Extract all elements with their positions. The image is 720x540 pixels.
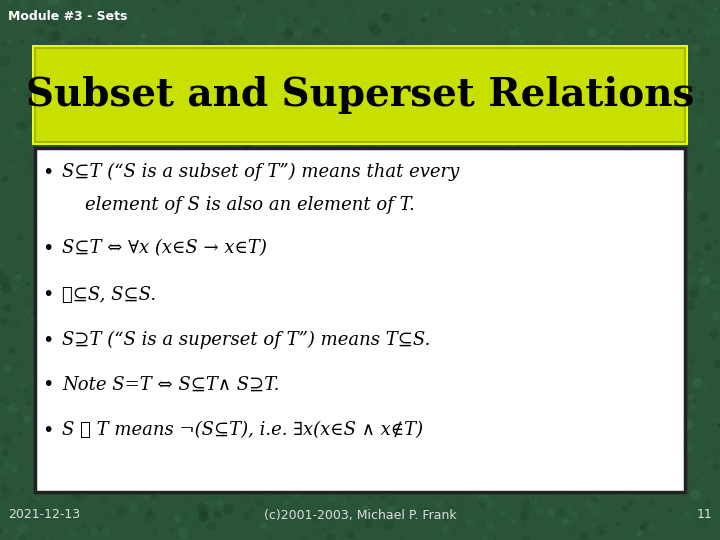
Bar	[35, 148, 685, 492]
Text: S⊆T (“S is a subset of T”) means that every: S⊆T (“S is a subset of T”) means that ev…	[62, 163, 459, 181]
Text: ∅⊆S, S⊆S.: ∅⊆S, S⊆S.	[62, 286, 156, 304]
Text: •: •	[42, 375, 54, 395]
Text: S⊇T (“S is a superset of T”) means T⊆S.: S⊇T (“S is a superset of T”) means T⊆S.	[62, 331, 431, 349]
Text: S⊆T ⇔ ∀x (x∈S → x∈T): S⊆T ⇔ ∀x (x∈S → x∈T)	[62, 239, 267, 257]
Text: (c)2001-2003, Michael P. Frank: (c)2001-2003, Michael P. Frank	[264, 509, 456, 522]
Text: S ⊈ T means ¬(S⊆T), i.e. ∃x(x∈S ∧ x∉T): S ⊈ T means ¬(S⊆T), i.e. ∃x(x∈S ∧ x∉T)	[62, 421, 423, 439]
Text: •: •	[42, 286, 54, 305]
Text: •: •	[42, 239, 54, 258]
Text: element of S is also an element of T.: element of S is also an element of T.	[62, 196, 415, 214]
Bar	[35, 48, 685, 142]
Text: 2021-12-13: 2021-12-13	[8, 509, 80, 522]
Text: •: •	[42, 421, 54, 440]
Text: •: •	[42, 330, 54, 349]
Text: Subset and Superset Relations: Subset and Superset Relations	[26, 76, 694, 114]
Bar	[32, 45, 688, 145]
Text: 11: 11	[696, 509, 712, 522]
Text: Note S=T ⇔ S⊆T∧ S⊇T.: Note S=T ⇔ S⊆T∧ S⊇T.	[62, 376, 279, 394]
Text: Module #3 - Sets: Module #3 - Sets	[8, 10, 127, 23]
Text: •: •	[42, 163, 54, 181]
